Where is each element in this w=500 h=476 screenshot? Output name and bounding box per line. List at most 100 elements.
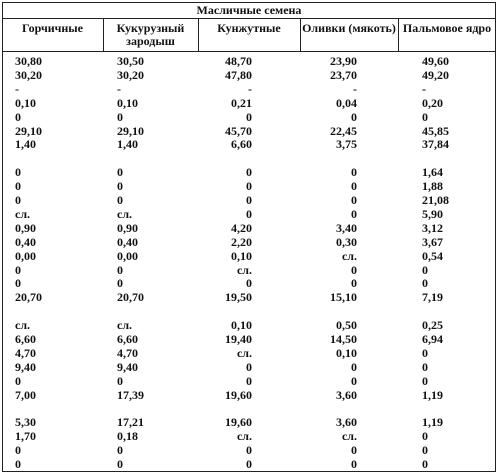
table-cell: 0 bbox=[117, 179, 123, 194]
table-cell: 6,60 bbox=[15, 332, 36, 346]
table-cell: - bbox=[117, 81, 121, 96]
table-cell: 1,19 bbox=[422, 415, 443, 430]
table-cell: сл. bbox=[117, 206, 133, 221]
table-cell: 0 bbox=[351, 193, 357, 207]
table-cell: 23,70 bbox=[330, 67, 357, 82]
table-cell: 0,04 bbox=[336, 95, 357, 110]
column-divider bbox=[398, 18, 399, 52]
table-cell: 0 bbox=[15, 373, 21, 388]
table-cell: сл. bbox=[15, 318, 31, 333]
table-cell: 0 bbox=[351, 457, 357, 472]
table-cell: 0 bbox=[15, 179, 21, 194]
table-cell: 0 bbox=[351, 179, 357, 194]
table-cell: 7,00 bbox=[15, 387, 36, 402]
table-cell: 0,00 bbox=[117, 248, 138, 263]
table-cell: 1,88 bbox=[422, 179, 443, 194]
table-cell: 23,90 bbox=[330, 54, 357, 68]
table-cell: 30,80 bbox=[15, 54, 42, 68]
table-cell: 0 bbox=[246, 193, 252, 207]
table-title: Масличные семена bbox=[196, 3, 302, 17]
table-cell: 49,20 bbox=[422, 67, 449, 82]
table-cell: 0 bbox=[246, 359, 252, 374]
table-cell: 5,30 bbox=[15, 415, 36, 430]
table-cell: 0 bbox=[246, 457, 252, 472]
table-cell: 0,18 bbox=[117, 429, 138, 444]
table-cell: сл. bbox=[236, 345, 252, 360]
table-cell: 0,90 bbox=[15, 220, 36, 235]
table-cell: 6,60 bbox=[117, 332, 138, 346]
table-cell: 0 bbox=[246, 206, 252, 221]
table-cell: - bbox=[15, 81, 19, 96]
column-divider bbox=[198, 18, 199, 52]
table-cell: сл. bbox=[236, 429, 252, 444]
table-cell: 2,20 bbox=[231, 234, 252, 249]
table-cell: сл. bbox=[341, 248, 357, 263]
table-cell: 19,60 bbox=[225, 415, 252, 430]
table-cell: 0 bbox=[351, 206, 357, 221]
table-cell: 0 bbox=[422, 359, 428, 374]
table-cell: 0 bbox=[351, 262, 357, 277]
table-cell: 29,10 bbox=[117, 123, 144, 138]
table-cell: 0 bbox=[351, 373, 357, 388]
table-cell: 0 bbox=[246, 276, 252, 291]
table-cell: 0 bbox=[422, 345, 428, 360]
border bbox=[2, 471, 496, 472]
table-cell: 3,60 bbox=[336, 387, 357, 402]
table-cell: 0 bbox=[246, 443, 252, 458]
column-divider bbox=[103, 18, 104, 52]
column-header: Пальмовое ядро bbox=[402, 21, 492, 35]
table-cell: 20,70 bbox=[117, 290, 144, 305]
table-cell: 0 bbox=[117, 109, 123, 124]
table-cell: 0 bbox=[422, 262, 428, 277]
table-cell: 49,60 bbox=[422, 54, 449, 68]
table-cell: 0 bbox=[15, 262, 21, 277]
table-cell: 0 bbox=[15, 193, 21, 207]
table-cell: 0,50 bbox=[336, 318, 357, 333]
table-cell: 30,20 bbox=[15, 67, 42, 82]
table-cell: 3,75 bbox=[336, 137, 357, 152]
table-cell: сл. bbox=[117, 318, 133, 333]
table-cell: 1,64 bbox=[422, 165, 443, 180]
table-cell: 0 bbox=[15, 457, 21, 472]
table-cell: 0 bbox=[246, 165, 252, 180]
table-cell: 3,67 bbox=[422, 234, 443, 249]
table-cell: 0 bbox=[15, 276, 21, 291]
table-cell: 0 bbox=[351, 443, 357, 458]
table-cell: 5,90 bbox=[422, 206, 443, 221]
table-cell: 22,45 bbox=[330, 123, 357, 138]
table-cell: 0 bbox=[351, 359, 357, 374]
table-cell: 3,60 bbox=[336, 415, 357, 430]
table-cell: 48,70 bbox=[225, 54, 252, 68]
table-cell: 1,40 bbox=[117, 137, 138, 152]
table-cell: 0 bbox=[422, 429, 428, 444]
table-cell: сл. bbox=[341, 429, 357, 444]
table-cell: 0 bbox=[117, 457, 123, 472]
table-cell: 3,40 bbox=[336, 220, 357, 235]
table-cell: 0,20 bbox=[422, 95, 443, 110]
table-cell: 0 bbox=[422, 109, 428, 124]
table-cell: 0 bbox=[117, 276, 123, 291]
table-cell: 0 bbox=[117, 262, 123, 277]
column-header: Кунжутные bbox=[217, 21, 281, 35]
table-cell: 0 bbox=[422, 373, 428, 388]
table-cell: 0,10 bbox=[15, 95, 36, 110]
table-cell: 0 bbox=[117, 373, 123, 388]
table-cell: 0 bbox=[246, 179, 252, 194]
table-cell: 45,70 bbox=[225, 123, 252, 138]
table-cell: 0 bbox=[15, 443, 21, 458]
table-cell: 1,19 bbox=[422, 387, 443, 402]
table-cell: 14,50 bbox=[330, 332, 357, 346]
table-cell: 15,10 bbox=[330, 290, 357, 305]
table-cell: 6,60 bbox=[231, 137, 252, 152]
table-cell: 4,70 bbox=[117, 345, 138, 360]
table-cell: 0 bbox=[246, 109, 252, 124]
rule bbox=[2, 18, 496, 19]
table-cell: 30,50 bbox=[117, 54, 144, 68]
table-cell: 20,70 bbox=[15, 290, 42, 305]
table-cell: 7,19 bbox=[422, 290, 443, 305]
table-cell: 0 bbox=[422, 457, 428, 472]
table-cell: 0,10 bbox=[231, 248, 252, 263]
table-cell: 0,10 bbox=[231, 318, 252, 333]
table-cell: 0,40 bbox=[117, 234, 138, 249]
table-cell: 0,10 bbox=[336, 345, 357, 360]
